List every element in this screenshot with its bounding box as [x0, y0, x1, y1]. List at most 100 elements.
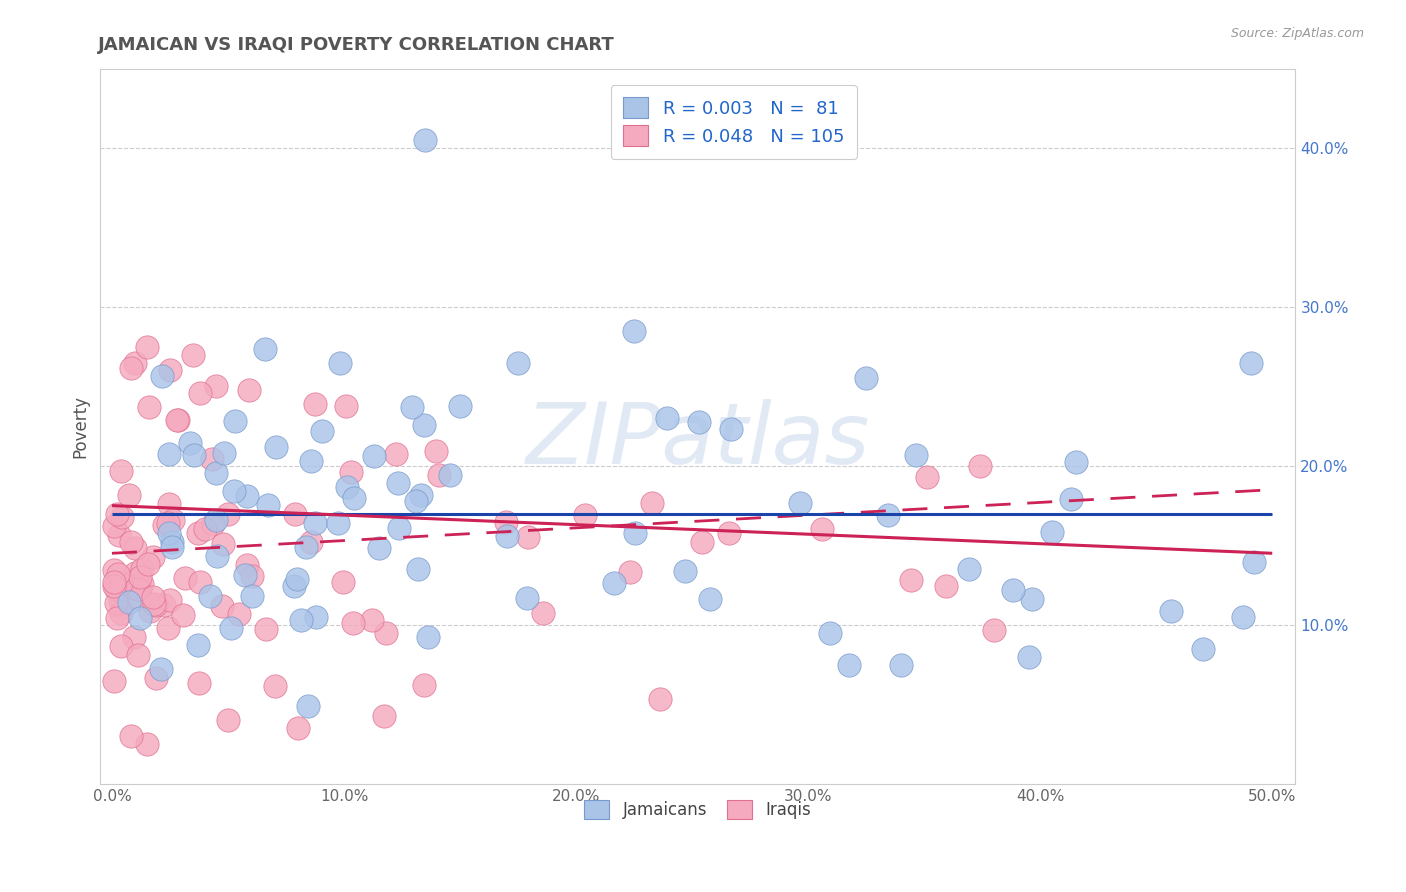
Point	[688, 416, 710, 430]
Point	[142, 591, 165, 605]
Point	[969, 458, 991, 473]
Text: Source: ZipAtlas.com: Source: ZipAtlas.com	[1230, 27, 1364, 40]
Point	[159, 593, 181, 607]
Point	[311, 424, 333, 438]
Point	[233, 568, 256, 582]
Point	[640, 496, 662, 510]
Point	[118, 488, 141, 502]
Point	[162, 540, 184, 554]
Point	[142, 597, 165, 611]
Point	[506, 355, 529, 369]
Point	[1001, 583, 1024, 598]
Point	[413, 133, 436, 147]
Point	[205, 549, 228, 563]
Y-axis label: Poverty: Poverty	[72, 394, 89, 458]
Point	[212, 536, 235, 550]
Point	[240, 569, 263, 583]
Point	[167, 413, 190, 427]
Point	[103, 519, 125, 533]
Point	[200, 589, 222, 603]
Legend: Jamaicans, Iraqis: Jamaicans, Iraqis	[578, 793, 818, 825]
Point	[242, 589, 264, 603]
Point	[160, 535, 183, 549]
Point	[412, 417, 434, 432]
Point	[110, 640, 132, 654]
Point	[201, 452, 224, 467]
Point	[131, 577, 153, 591]
Point	[263, 679, 285, 693]
Point	[157, 447, 180, 461]
Point	[124, 355, 146, 369]
Point	[222, 483, 245, 498]
Point	[103, 563, 125, 577]
Point	[157, 621, 180, 635]
Point	[120, 729, 142, 743]
Point	[135, 340, 157, 354]
Point	[110, 464, 132, 478]
Point	[413, 677, 436, 691]
Point	[257, 498, 280, 512]
Point	[179, 436, 201, 450]
Point	[439, 467, 461, 482]
Point	[212, 446, 235, 460]
Point	[328, 516, 350, 530]
Point	[224, 413, 246, 427]
Point	[107, 567, 129, 582]
Point	[238, 384, 260, 398]
Point	[187, 526, 209, 541]
Point	[104, 595, 127, 609]
Point	[157, 516, 180, 531]
Point	[290, 613, 312, 627]
Point	[1191, 641, 1213, 656]
Point	[416, 630, 439, 644]
Text: ZIPatlas: ZIPatlas	[526, 399, 870, 482]
Point	[387, 476, 409, 491]
Point	[183, 448, 205, 462]
Point	[287, 721, 309, 735]
Point	[1018, 649, 1040, 664]
Point	[135, 737, 157, 751]
Point	[876, 508, 898, 522]
Point	[332, 575, 354, 590]
Point	[157, 497, 180, 511]
Point	[690, 534, 713, 549]
Point	[105, 507, 128, 521]
Point	[194, 522, 217, 536]
Point	[720, 422, 742, 436]
Point	[118, 595, 141, 609]
Point	[153, 517, 176, 532]
Point	[187, 638, 209, 652]
Point	[145, 598, 167, 612]
Point	[235, 489, 257, 503]
Point	[295, 541, 318, 555]
Point	[108, 594, 131, 608]
Point	[495, 515, 517, 529]
Point	[129, 611, 152, 625]
Point	[129, 569, 152, 583]
Point	[1060, 492, 1083, 507]
Point	[205, 466, 228, 480]
Point	[105, 611, 128, 625]
Point	[602, 575, 624, 590]
Point	[188, 575, 211, 590]
Point	[401, 400, 423, 414]
Point	[283, 579, 305, 593]
Point	[125, 578, 148, 592]
Point	[1064, 455, 1087, 469]
Point	[110, 575, 132, 590]
Point	[202, 516, 225, 531]
Point	[142, 549, 165, 564]
Point	[363, 449, 385, 463]
Point	[409, 488, 432, 502]
Point	[624, 525, 647, 540]
Point	[107, 527, 129, 541]
Point	[1160, 604, 1182, 618]
Point	[935, 579, 957, 593]
Point	[297, 698, 319, 713]
Point	[673, 564, 696, 578]
Point	[405, 494, 427, 508]
Point	[162, 513, 184, 527]
Point	[305, 609, 328, 624]
Point	[1021, 591, 1043, 606]
Point	[304, 397, 326, 411]
